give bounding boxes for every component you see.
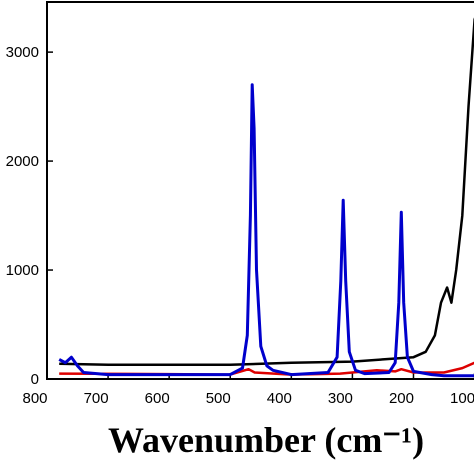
x-tick-label: 100 — [450, 390, 474, 407]
plot-frame — [46, 1, 474, 380]
x-tick-label: 800 — [22, 390, 47, 407]
y-tick-label: 2000 — [6, 153, 39, 170]
x-tick-label: 600 — [145, 390, 170, 407]
line-series — [59, 361, 474, 376]
x-tick-label: 300 — [328, 390, 353, 407]
x-tick-label: 500 — [206, 390, 231, 407]
line-series — [58, 83, 474, 378]
y-tick-label: 3000 — [6, 44, 39, 61]
x-tick-label: 400 — [267, 390, 292, 407]
x-tick-label: 200 — [389, 390, 414, 407]
line-series — [59, 17, 474, 367]
x-tick-label: 700 — [84, 390, 109, 407]
y-tick-label: 1000 — [6, 262, 39, 279]
y-tick-label: 0 — [31, 371, 39, 388]
x-axis-label: Wavenumber (cm⁻¹) — [108, 420, 424, 460]
